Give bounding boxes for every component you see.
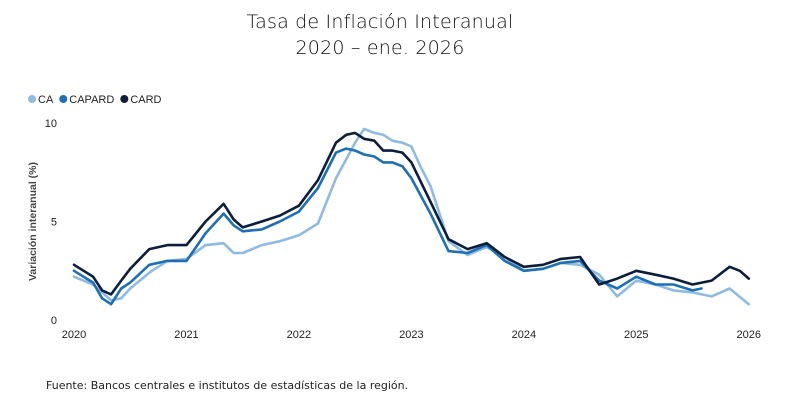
x-tick-label: 2020 bbox=[62, 329, 86, 341]
x-tick-label: 2025 bbox=[624, 329, 648, 341]
x-tick-label: 2022 bbox=[287, 329, 311, 341]
x-tick-label: 2026 bbox=[737, 329, 761, 341]
source-note: Fuente: Bancos centrales e institutos de… bbox=[46, 379, 409, 392]
x-axis: 2020 2021 2022 2023 2024 2025 2026 bbox=[62, 329, 761, 341]
legend-label-capard: CAPARD bbox=[69, 94, 114, 106]
chart-subtitle: 2020 – ene. 2026 bbox=[295, 37, 465, 59]
legend-marker-capard bbox=[59, 95, 68, 103]
legend-marker-ca bbox=[28, 95, 36, 103]
x-tick-label: 2024 bbox=[512, 329, 536, 341]
legend-label-card: CARD bbox=[130, 94, 161, 106]
series-line-ca bbox=[72, 127, 751, 306]
y-tick-label: 10 bbox=[45, 118, 57, 130]
chart-title: Tasa de Inflación Interanual bbox=[246, 11, 514, 33]
series-line-capard bbox=[72, 147, 703, 306]
series-line-card bbox=[72, 131, 751, 296]
y-axis: 0 5 10 Variación interanual (%) bbox=[27, 118, 57, 327]
legend-label-ca: CA bbox=[38, 94, 54, 106]
x-tick-label: 2023 bbox=[399, 329, 423, 341]
series-group bbox=[72, 127, 751, 306]
y-tick-label: 0 bbox=[51, 315, 57, 327]
legend: CA CAPARD CARD bbox=[28, 94, 162, 106]
y-axis-label: Variación interanual (%) bbox=[27, 162, 39, 281]
y-tick-label: 5 bbox=[51, 217, 57, 229]
x-tick-label: 2021 bbox=[174, 329, 198, 341]
legend-marker-card bbox=[120, 95, 129, 103]
